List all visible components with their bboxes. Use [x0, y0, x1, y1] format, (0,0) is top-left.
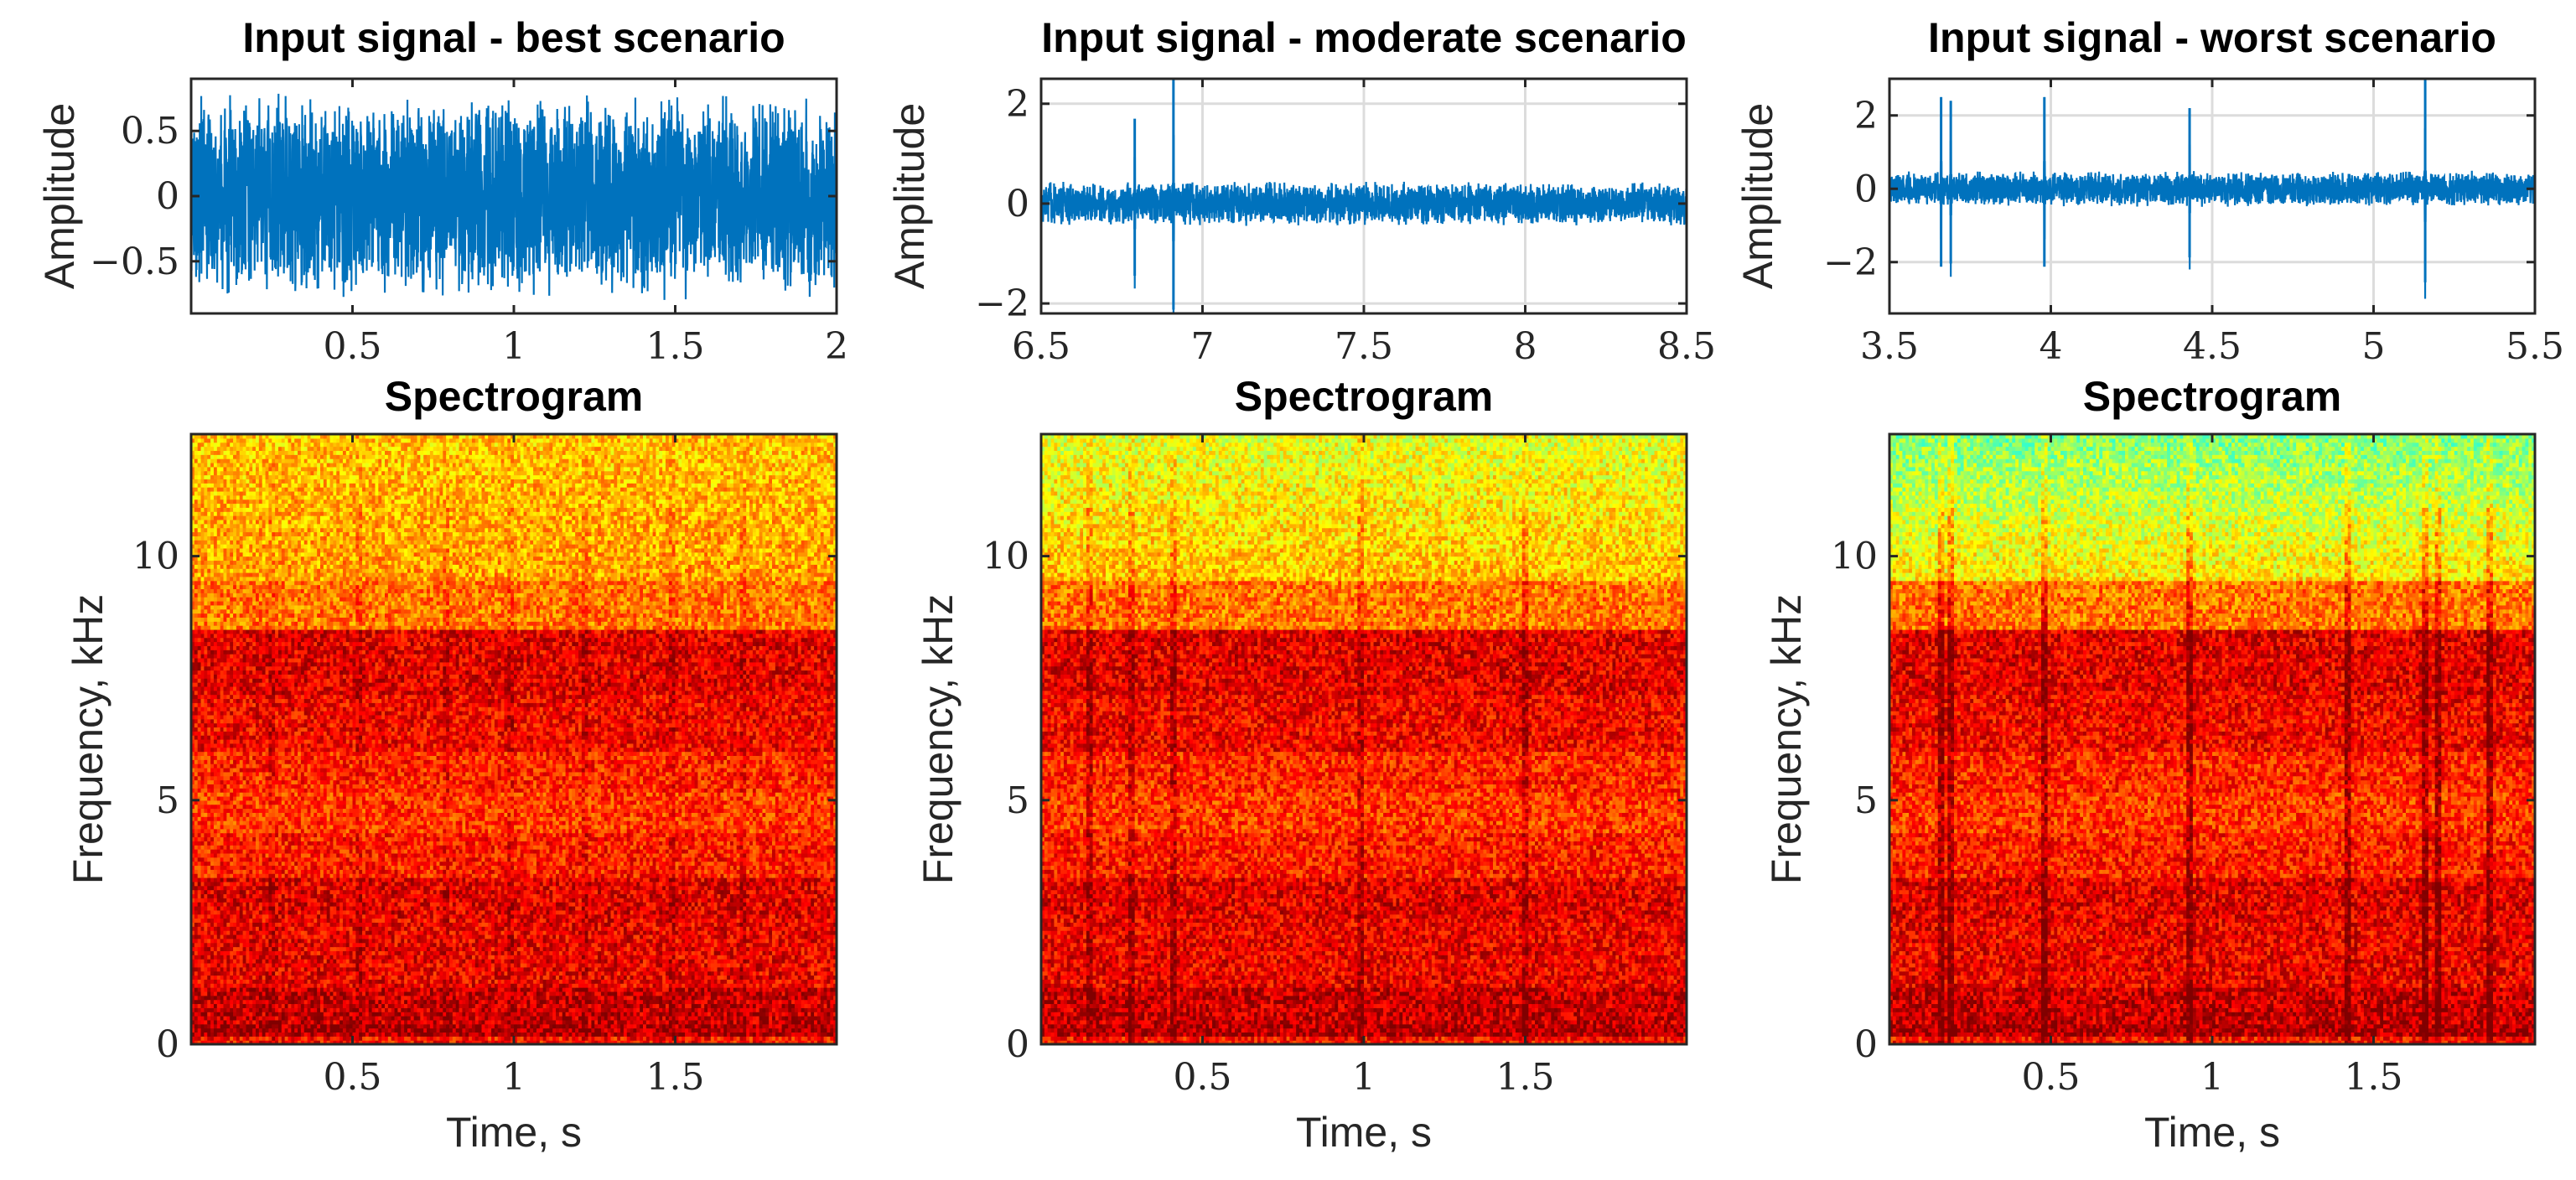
x-tick-label: 4 — [2040, 325, 2063, 368]
x-tick-label: 0.5 — [324, 1056, 382, 1099]
y-axis-label: Amplitude — [886, 103, 933, 289]
x-tick-label: 1 — [2200, 1056, 2224, 1099]
x-tick-label: 5.5 — [2506, 325, 2564, 368]
x-axis-label: Time, s — [2144, 1109, 2280, 1156]
y-tick-label: −2 — [1823, 241, 1878, 284]
x-tick-label: 1.5 — [646, 1056, 705, 1099]
y-axis-label: Frequency, kHz — [65, 594, 111, 884]
ts_best-panel: 0.5 1 1.5 2 −0.5 0 0.5 Input signal - best scen… — [36, 14, 848, 368]
chart-title: Spectrogram — [2083, 373, 2341, 420]
chart-title: Input signal - moderate scenario — [1041, 14, 1687, 61]
chart-title: Input signal - best scenario — [242, 14, 785, 61]
ts_moderate-panel: 6.5 7 7.5 8 8.5 −2 0 2 Input signal - moderate s… — [886, 14, 1716, 368]
x-tick-label: 6.5 — [1012, 325, 1070, 368]
y-tick-label: 0.5 — [121, 110, 179, 153]
y-tick-label: 0 — [156, 175, 179, 218]
y-tick-label: 10 — [132, 536, 179, 578]
y-tick-label: 5 — [1006, 779, 1029, 822]
y-tick-label: 0 — [1854, 1023, 1878, 1066]
x-tick-label: 1 — [1352, 1056, 1376, 1099]
y-tick-label: 10 — [982, 536, 1029, 578]
y-tick-label: −0.5 — [90, 241, 179, 283]
x-tick-label: 7.5 — [1335, 325, 1393, 368]
x-axis-label: Time, s — [446, 1109, 582, 1156]
y-tick-label: 0 — [1006, 183, 1029, 225]
spec_best-panel: 0.5 1 1.5 0 5 10 Spectrogram Frequency, kHz Time… — [65, 373, 837, 1156]
x-tick-label: 2 — [825, 325, 848, 368]
x-tick-label: 1.5 — [2345, 1056, 2403, 1099]
spectrogram-image — [1041, 434, 1687, 1045]
x-tick-label: 1 — [502, 1056, 526, 1099]
x-tick-label: 1 — [502, 325, 526, 368]
x-tick-label: 0.5 — [324, 325, 382, 368]
y-axis-label: Amplitude — [36, 103, 83, 289]
y-tick-label: 10 — [1831, 536, 1878, 578]
y-tick-label: 2 — [1006, 83, 1029, 126]
x-tick-label: 8.5 — [1657, 325, 1716, 368]
y-tick-label: 5 — [1854, 779, 1878, 822]
y-tick-label: 5 — [156, 779, 179, 822]
x-axis-label: Time, s — [1296, 1109, 1432, 1156]
y-tick-label: 0 — [1006, 1023, 1029, 1066]
y-tick-label: 0 — [1854, 168, 1878, 210]
x-tick-label: 7 — [1191, 325, 1215, 368]
chart-title: Spectrogram — [385, 373, 643, 420]
chart-title: Input signal - worst scenario — [1928, 14, 2496, 61]
y-axis-label: Amplitude — [1734, 103, 1781, 289]
x-tick-label: 4.5 — [2183, 325, 2242, 368]
y-tick-label: −2 — [975, 282, 1029, 325]
x-tick-label: 0.5 — [2022, 1056, 2081, 1099]
x-tick-label: 1.5 — [1496, 1056, 1555, 1099]
spec_moderate-panel: 0.5 1 1.5 0 5 10 Spectrogram Frequency, kHz Time… — [915, 373, 1687, 1156]
x-tick-label: 5 — [2362, 325, 2386, 368]
y-tick-label: 0 — [156, 1023, 179, 1066]
y-tick-label: 2 — [1854, 95, 1878, 137]
spec_worst-panel: 0.5 1 1.5 0 5 10 Spectrogram Frequency, kHz Time… — [1763, 373, 2536, 1156]
y-axis-label: Frequency, kHz — [1763, 594, 1810, 884]
y-axis-label: Frequency, kHz — [915, 594, 961, 884]
x-tick-label: 1.5 — [646, 325, 705, 368]
figure: 0.5 1 1.5 2 −0.5 0 0.5 Input signal - best scen… — [0, 0, 2576, 1180]
spectrogram-image — [1889, 434, 2536, 1045]
spectrogram-image — [191, 434, 837, 1045]
ts_worst-panel: 3.5 4 4.5 5 5.5 −2 0 2 Input signal - worst scen… — [1734, 14, 2564, 368]
x-tick-label: 8 — [1514, 325, 1537, 368]
x-tick-label: 3.5 — [1860, 325, 1919, 368]
x-tick-label: 0.5 — [1174, 1056, 1232, 1099]
chart-title: Spectrogram — [1235, 373, 1493, 420]
